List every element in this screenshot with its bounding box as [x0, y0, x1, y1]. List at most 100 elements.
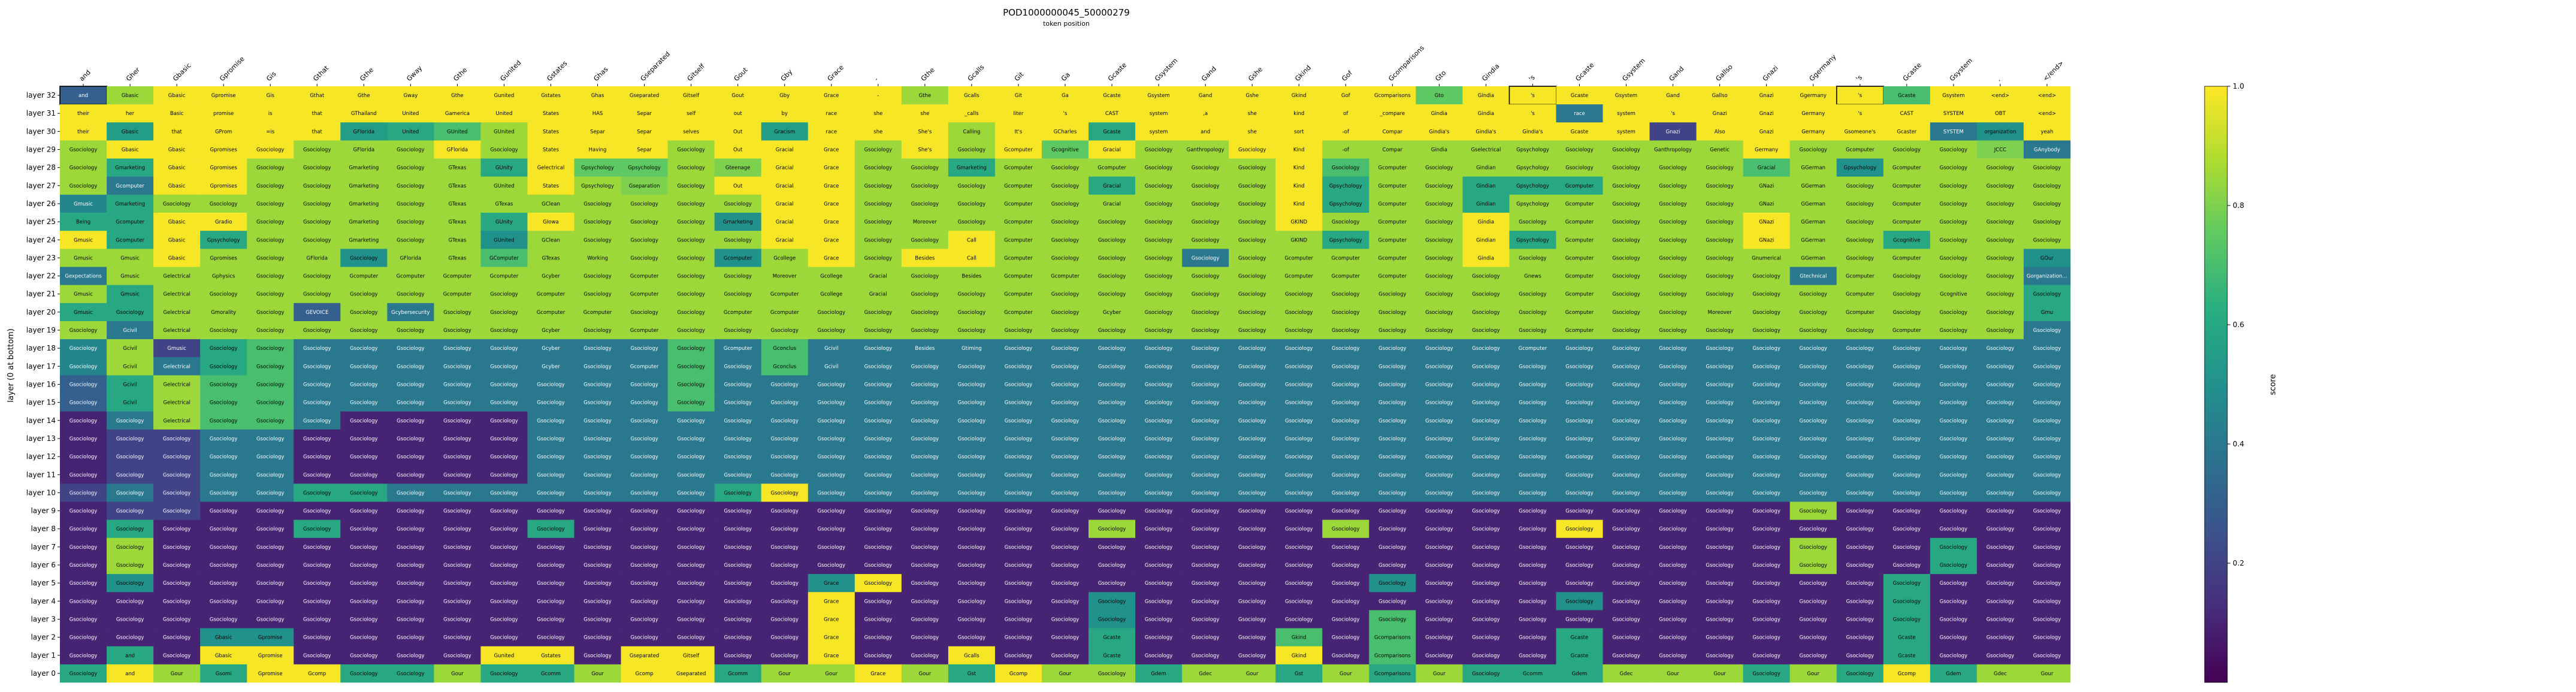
heatmap-cell-label: Gitself	[683, 93, 700, 99]
heatmap-cell-label: Gsociology	[583, 292, 611, 298]
heatmap-cell	[574, 519, 621, 539]
heatmap-cell	[107, 357, 154, 376]
heatmap-cell	[107, 646, 154, 665]
heatmap-cell-label: Gsociology	[1612, 165, 1640, 171]
heatmap-cell-label: Gsociology	[1565, 346, 1593, 352]
heatmap-cell-label: Gsociology	[1005, 653, 1032, 659]
heatmap-cell-label: Gsociology	[1192, 310, 1219, 316]
heatmap-cell	[1836, 140, 1884, 159]
heatmap-cell-label: Gsociology	[303, 581, 331, 587]
heatmap-cell-label: Gof	[1341, 93, 1351, 99]
heatmap-cell-label: Gsociology	[1846, 364, 1874, 370]
heatmap-cell	[667, 393, 715, 412]
heatmap-cell-label: Call	[967, 237, 976, 243]
heatmap-cell	[1416, 140, 1463, 159]
heatmap-cell-label: Gsociology	[490, 671, 518, 677]
heatmap-cell-label: Gsociology	[163, 563, 191, 569]
heatmap-cell	[1135, 555, 1183, 575]
heatmap-cell	[1976, 249, 2024, 267]
heatmap-cell-label: =is	[266, 129, 274, 135]
heatmap-cell-label: Gsociology	[1192, 400, 1219, 406]
heatmap-cell-label: Gcomputer	[1284, 255, 1313, 261]
heatmap-cell	[948, 86, 996, 105]
y-tick-label: layer 2	[31, 633, 56, 642]
heatmap-cell-label: Gsociology	[1051, 237, 1079, 243]
heatmap-cell-label: Gcyber	[542, 328, 560, 334]
heatmap-cell-label: Gelectrical	[163, 274, 191, 280]
heatmap-cell	[1229, 448, 1276, 466]
heatmap-cell	[1789, 213, 1837, 231]
heatmap-cell-label: Gsociology	[1659, 581, 1686, 587]
heatmap-cell	[854, 158, 902, 177]
heatmap-cell-label: Gpsychology	[1329, 201, 1362, 207]
heatmap-cells: and Gbasic Gbasic Gpromise Gis Gthat Gthe Gway G…	[59, 86, 2071, 683]
heatmap-cell	[1509, 484, 1556, 502]
heatmap-cell	[340, 537, 388, 557]
heatmap-cell	[1135, 122, 1183, 141]
heatmap-cell-label: Gsociology	[1612, 364, 1640, 370]
heatmap-cell-label: organization	[1985, 129, 2016, 135]
heatmap-cell-label: Gpsychology	[1516, 201, 1549, 207]
heatmap-cell	[1275, 176, 1323, 195]
heatmap-cell	[2023, 466, 2071, 484]
heatmap-cell-label: sort	[1294, 129, 1304, 135]
x-tick-label: 's	[1855, 74, 1864, 83]
heatmap-cell	[1743, 86, 1791, 105]
heatmap-cell-label: Gsociology	[1192, 364, 1219, 370]
heatmap-cell-label: Gsociology	[1846, 436, 1874, 442]
heatmap-cell-label: She's	[918, 147, 932, 153]
heatmap-cell-label: Gsociology	[911, 617, 939, 623]
heatmap-cell-label: Gsociology	[1238, 255, 1266, 261]
heatmap-cell-label: Gour	[1433, 671, 1446, 677]
heatmap-cell-label: Gthe	[451, 93, 464, 99]
heatmap-cell	[1836, 194, 1884, 213]
heatmap-cell-label: Having	[589, 147, 607, 153]
heatmap-cell-label: Gsociology	[490, 563, 518, 569]
heatmap-cell	[480, 537, 528, 557]
heatmap-cell	[1556, 176, 1603, 195]
y-tick-label: layer 17	[26, 362, 56, 370]
heatmap-cell	[667, 375, 715, 394]
heatmap-cell-label: Gsociology	[630, 219, 658, 225]
heatmap-cell-label: Gsociology	[256, 364, 284, 370]
heatmap-cell-label: GGerman	[1801, 183, 1825, 189]
heatmap-cell	[1089, 610, 1136, 628]
heatmap-cell	[1369, 285, 1416, 304]
heatmap-cell-label: Gsociology	[350, 382, 377, 388]
heatmap-cell-label: Gsociology	[1051, 165, 1079, 171]
heatmap-cell-label: Gsociology	[210, 418, 237, 424]
heatmap-cell	[1229, 429, 1276, 448]
heatmap-cell-label: Gcomputer	[630, 364, 659, 370]
heatmap-cell-label: JCCC	[1994, 147, 2006, 153]
heatmap-cell	[434, 321, 481, 340]
heatmap-cell-label: Gsociology	[397, 328, 424, 334]
heatmap-cell	[1836, 429, 1884, 448]
heatmap-cell-label: Gcomputer	[443, 292, 472, 298]
heatmap-cell	[1556, 140, 1603, 159]
heatmap-cell-label: Gsociology	[303, 346, 331, 352]
heatmap-cell-label: Gsociology	[397, 671, 424, 677]
heatmap-cell-label: Gsociology	[958, 364, 985, 370]
heatmap-cell-label: Gsociology	[630, 201, 658, 207]
heatmap-cell-label: Gsociology	[1285, 328, 1313, 334]
heatmap-cell	[1603, 357, 1650, 376]
heatmap-cell-label: Gsociology	[583, 219, 611, 225]
heatmap-cell-label: Gsociology	[490, 454, 518, 460]
heatmap-cell-label: Gsociology	[1940, 165, 1967, 171]
heatmap-cell	[1556, 267, 1603, 285]
heatmap-cell-label: Gsociology	[911, 201, 939, 207]
heatmap-cell	[247, 321, 294, 340]
heatmap-cell	[480, 466, 528, 484]
heatmap-cell-label: Gsociology	[1332, 346, 1359, 352]
heatmap-cell	[1696, 375, 1743, 394]
heatmap-cell	[1743, 321, 1791, 340]
heatmap-cell-label: Gsociology	[1238, 563, 1266, 569]
heatmap-cell-label: Gsociology	[1051, 599, 1079, 605]
heatmap-cell-label: Gsociology	[303, 328, 331, 334]
heatmap-cell-label: Gsociology	[1051, 400, 1079, 406]
heatmap-cell	[761, 194, 809, 213]
heatmap-cell	[153, 610, 201, 628]
heatmap-cell	[200, 249, 247, 267]
heatmap-cell-label: Gsystem	[1615, 93, 1637, 99]
heatmap-cell-label: United	[402, 111, 419, 117]
